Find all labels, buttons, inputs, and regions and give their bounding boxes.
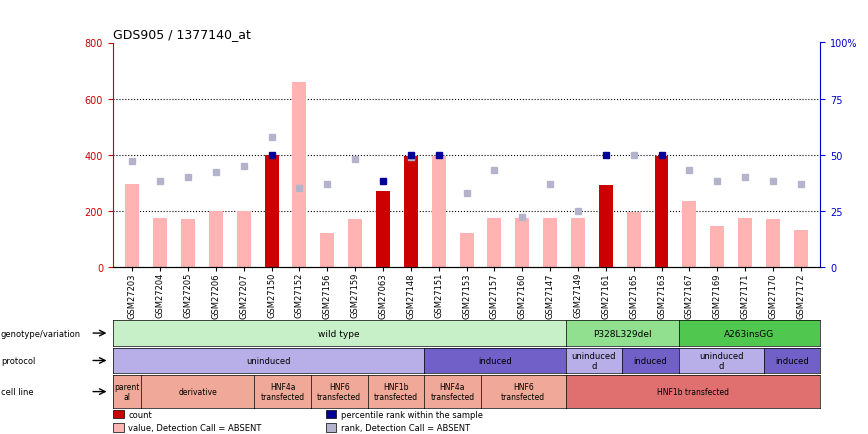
Text: HNF1b transfected: HNF1b transfected xyxy=(657,387,729,396)
Bar xyxy=(516,218,529,267)
Text: HNF6
transfected: HNF6 transfected xyxy=(501,382,545,401)
Text: HNF1b
transfected: HNF1b transfected xyxy=(374,382,418,401)
Bar xyxy=(181,220,195,267)
Text: uninduced
d: uninduced d xyxy=(699,352,744,370)
Bar xyxy=(543,218,557,267)
Bar xyxy=(654,157,668,267)
Bar xyxy=(326,423,337,431)
Bar xyxy=(320,233,334,267)
Bar xyxy=(237,211,251,267)
Bar xyxy=(293,82,306,267)
Text: HNF6
transfected: HNF6 transfected xyxy=(317,382,361,401)
Text: A263insGG: A263insGG xyxy=(725,329,774,338)
Bar xyxy=(265,155,279,267)
Text: P328L329del: P328L329del xyxy=(593,329,652,338)
Bar xyxy=(431,157,445,267)
Bar xyxy=(459,233,474,267)
Text: parent
al: parent al xyxy=(115,382,140,401)
Bar xyxy=(682,201,696,267)
Text: HNF4a
transfected: HNF4a transfected xyxy=(431,382,475,401)
Bar xyxy=(125,184,139,267)
Text: HNF4a
transfected: HNF4a transfected xyxy=(260,382,305,401)
Text: count: count xyxy=(128,410,152,419)
Text: induced: induced xyxy=(634,356,667,365)
Bar xyxy=(710,227,724,267)
Text: wild type: wild type xyxy=(319,329,360,338)
Bar xyxy=(154,218,168,267)
Text: induced: induced xyxy=(478,356,512,365)
Bar xyxy=(404,157,418,267)
Bar xyxy=(794,230,808,267)
Text: value, Detection Call = ABSENT: value, Detection Call = ABSENT xyxy=(128,423,261,432)
Bar xyxy=(113,410,124,418)
Text: rank, Detection Call = ABSENT: rank, Detection Call = ABSENT xyxy=(340,423,470,432)
Bar xyxy=(209,211,223,267)
Text: percentile rank within the sample: percentile rank within the sample xyxy=(340,410,483,419)
Bar xyxy=(376,191,390,267)
Text: uninduced
d: uninduced d xyxy=(572,352,616,370)
Text: protocol: protocol xyxy=(1,356,36,365)
Bar xyxy=(571,218,585,267)
Text: induced: induced xyxy=(775,356,809,365)
Text: derivative: derivative xyxy=(178,387,217,396)
Text: uninduced: uninduced xyxy=(247,356,291,365)
Bar xyxy=(348,220,362,267)
Text: genotype/variation: genotype/variation xyxy=(1,329,81,338)
Bar xyxy=(488,218,502,267)
Bar xyxy=(326,410,337,418)
Bar xyxy=(766,220,779,267)
Text: GDS905 / 1377140_at: GDS905 / 1377140_at xyxy=(113,28,251,41)
Bar xyxy=(113,423,124,431)
Bar xyxy=(738,218,752,267)
Text: cell line: cell line xyxy=(1,387,34,396)
Bar xyxy=(627,212,641,267)
Bar xyxy=(599,186,613,267)
